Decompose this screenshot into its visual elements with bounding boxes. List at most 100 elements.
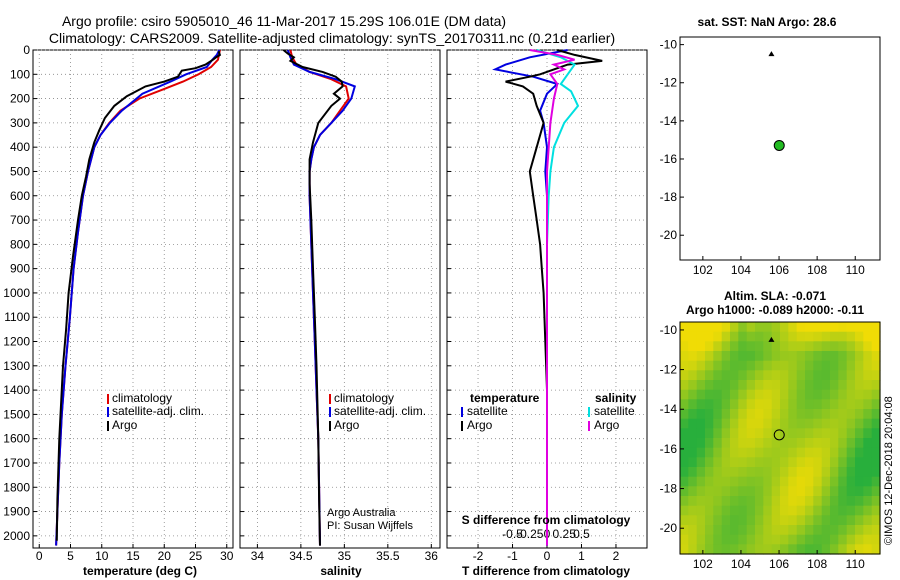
sla-cell [696, 544, 706, 555]
sla-cell [763, 467, 773, 478]
sla-cell [805, 438, 814, 449]
sla-cell [838, 486, 848, 497]
sla-cell [705, 370, 714, 381]
sla-cell [771, 351, 781, 362]
sla-cell [721, 380, 731, 391]
sla-cell [746, 496, 756, 507]
sla-cell [746, 370, 756, 381]
sla-cell [796, 322, 806, 333]
legend-swatch [329, 394, 331, 404]
sla-cell [821, 505, 831, 516]
sla-cell [721, 399, 731, 410]
sla-cell [680, 476, 689, 487]
sla-cell [705, 525, 714, 536]
map-x-tick-label: 102 [693, 557, 713, 571]
sla-cell [680, 322, 689, 333]
depth-tick-label: 300 [10, 116, 30, 130]
sla-cell [796, 438, 806, 449]
sla-cell [713, 428, 723, 439]
sla-cell [830, 331, 839, 342]
sla-cell [738, 322, 748, 333]
sla-cell [846, 341, 856, 352]
sla-cell [738, 351, 748, 362]
sla-cell [830, 360, 839, 371]
sla-cell [738, 525, 748, 536]
sla-cell [788, 467, 798, 478]
sla-cell [838, 389, 848, 400]
sla-cell [730, 505, 739, 516]
sla-cell [688, 447, 698, 458]
x-tick-label: 2 [613, 549, 620, 563]
sla-cell [863, 515, 873, 526]
sla-cell [721, 534, 731, 545]
depth-tick-label: 1000 [3, 286, 30, 300]
sla-cell [713, 380, 723, 391]
sla-cell [721, 331, 731, 342]
sla-cell [688, 389, 698, 400]
sla-cell [696, 476, 706, 487]
sla-cell [796, 534, 806, 545]
temperature-panel: 0100200300400500600700800900100011001200… [3, 43, 590, 563]
sla-cell [788, 380, 798, 391]
depth-tick-label: 1200 [3, 335, 30, 349]
sla-cell [863, 544, 873, 555]
sla-cell [755, 534, 764, 545]
s-diff-tick-label: 0.25 [553, 527, 577, 541]
sla-cell [846, 409, 856, 420]
sla-cell [730, 467, 739, 478]
sla-cell [680, 486, 689, 497]
x-tick-label: 25 [189, 549, 203, 563]
sla-cell [696, 534, 706, 545]
sla-cell [730, 331, 739, 342]
sla-cell [821, 351, 831, 362]
sla-cell [713, 505, 723, 516]
sla-cell [730, 360, 739, 371]
sla-cell [713, 447, 723, 458]
sla-cell [738, 476, 748, 487]
sla-cell [730, 525, 739, 536]
sla-cell [696, 351, 706, 362]
sla-cell [863, 447, 873, 458]
sla-cell [696, 505, 706, 516]
sla-cell [846, 544, 856, 555]
sla-cell [771, 360, 781, 371]
sla-cell [838, 360, 848, 371]
sla-cell [830, 399, 839, 410]
sla-cell [871, 486, 881, 497]
sla-cell [755, 399, 764, 410]
sla-cell [730, 457, 739, 468]
sla-cell [813, 505, 823, 516]
sla-cell [755, 544, 764, 555]
sla-cell [705, 467, 714, 478]
sla-cell [688, 322, 698, 333]
sla-cell [805, 370, 814, 381]
sla-cell [688, 399, 698, 410]
sla-cell [738, 447, 748, 458]
depth-tick-label: 1800 [3, 480, 30, 494]
sla-cell [688, 505, 698, 516]
sla-cell [863, 438, 873, 449]
sla-cell [821, 399, 831, 410]
sla-cell [680, 331, 689, 342]
sla-cell [855, 467, 864, 478]
sla-cell [705, 322, 714, 333]
sla-cell [746, 399, 756, 410]
map-y-tick-label: -12 [660, 76, 678, 90]
sla-cell [713, 476, 723, 487]
sla-cell [788, 399, 798, 410]
x-tick-label: 35 [338, 549, 352, 563]
sla-cell [838, 496, 848, 507]
sla-cell [821, 389, 831, 400]
salinity-xlabel: salinity [320, 564, 362, 578]
sla-cell [713, 409, 723, 420]
sla-cell [830, 370, 839, 381]
sla-cell [746, 467, 756, 478]
sla-cell [688, 341, 698, 352]
sla-cell [846, 360, 856, 371]
sla-cell [755, 370, 764, 381]
sla-cell [680, 438, 689, 449]
imos-stamp: ©IMOS 12-Dec-2018 20:04:08 [883, 396, 895, 545]
sla-cell [780, 389, 789, 400]
profile-location-marker [773, 429, 785, 441]
sla-cell [705, 409, 714, 420]
